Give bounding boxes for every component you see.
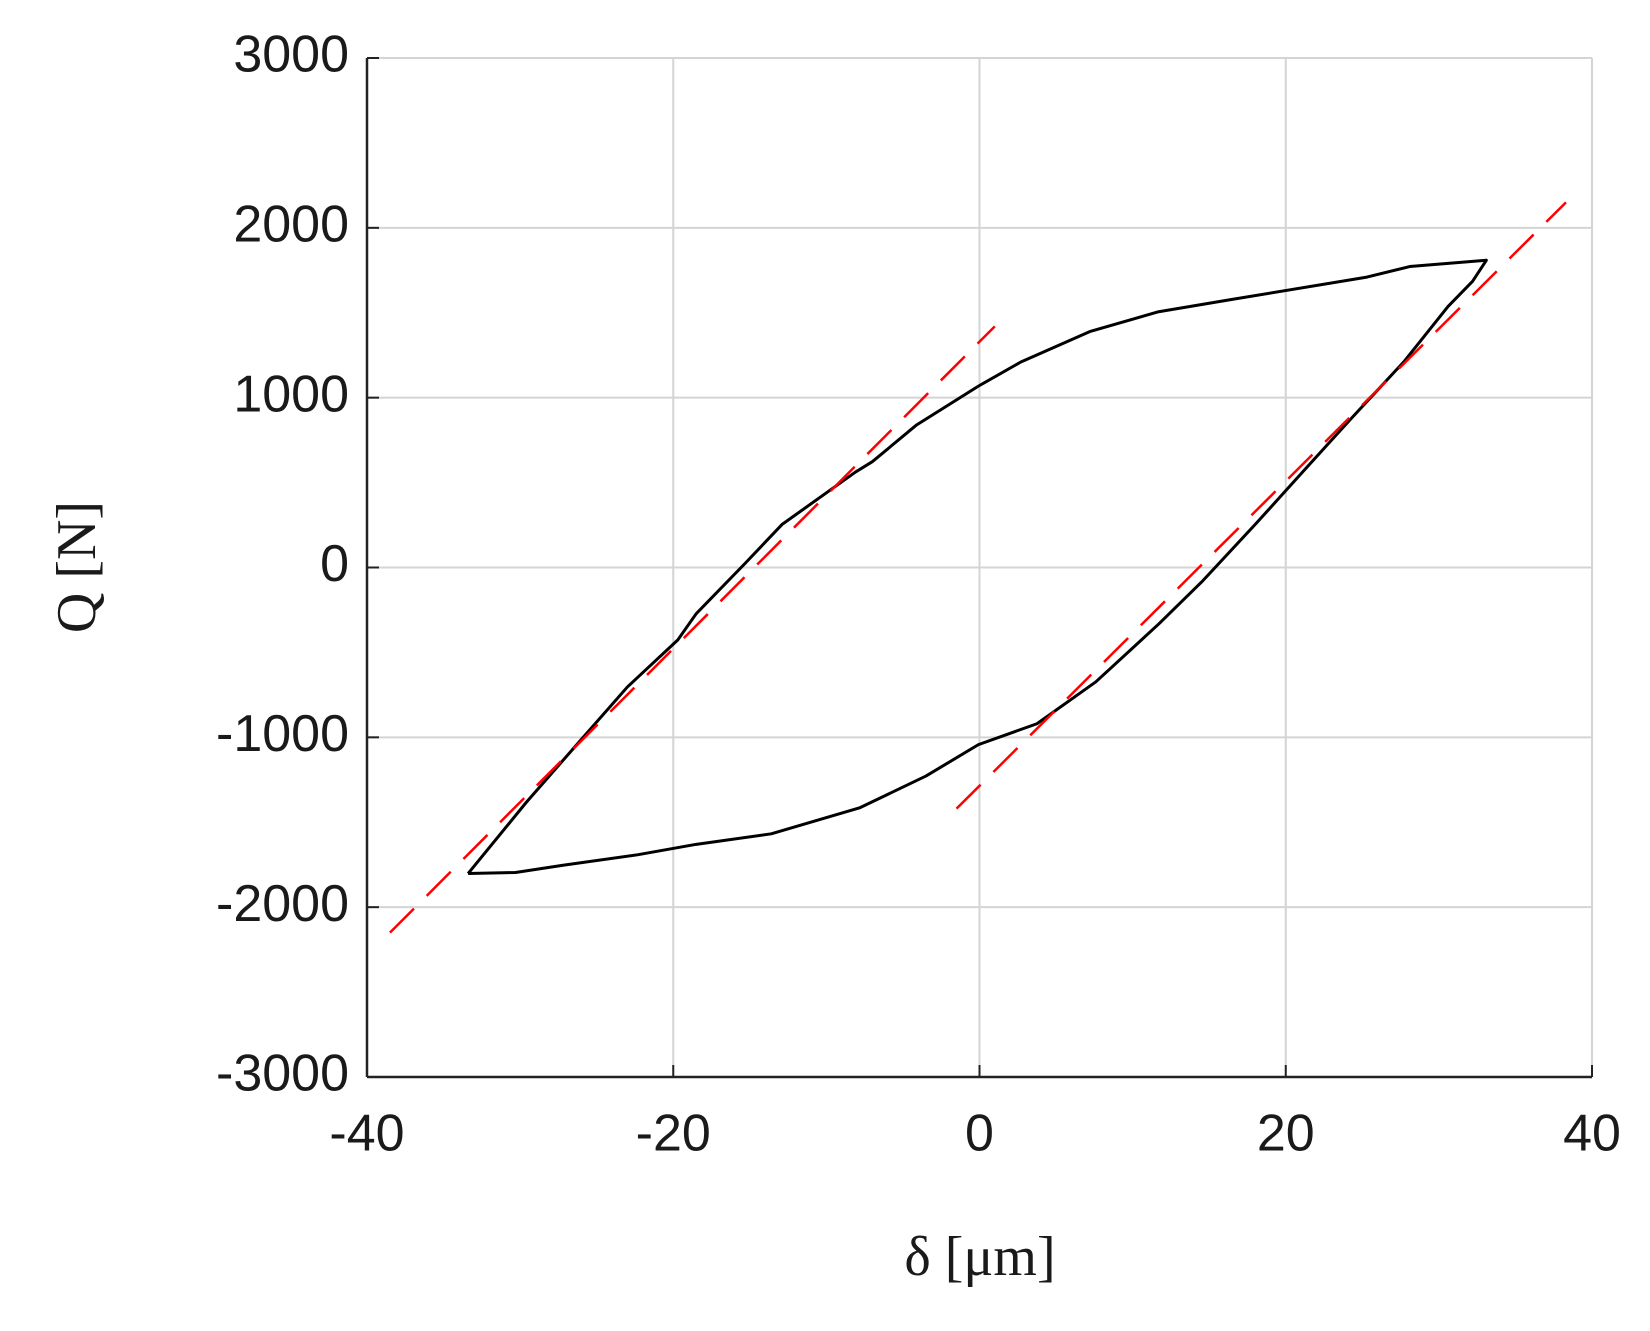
y-tick-label: -3000	[216, 1045, 349, 1103]
y-tick-label: 3000	[233, 26, 349, 84]
x-axis-label: δ [μm]	[904, 1226, 1055, 1288]
y-tick-label: -1000	[216, 705, 349, 763]
fit-line	[389, 325, 996, 934]
y-axis-label: Q [N]	[46, 501, 108, 633]
x-tick-label: -40	[329, 1105, 404, 1163]
x-tick-label: -20	[636, 1105, 711, 1163]
y-tick-label: 2000	[233, 196, 349, 254]
x-tick-label: 20	[1257, 1105, 1315, 1163]
y-tick-label: 0	[320, 535, 349, 593]
y-tick-label: 1000	[233, 365, 349, 423]
y-tick-label: -2000	[216, 875, 349, 933]
data-line	[466, 258, 1488, 876]
x-tick-label: 40	[1563, 1105, 1621, 1163]
fit-line	[955, 201, 1567, 810]
x-tick-label: 0	[965, 1105, 994, 1163]
